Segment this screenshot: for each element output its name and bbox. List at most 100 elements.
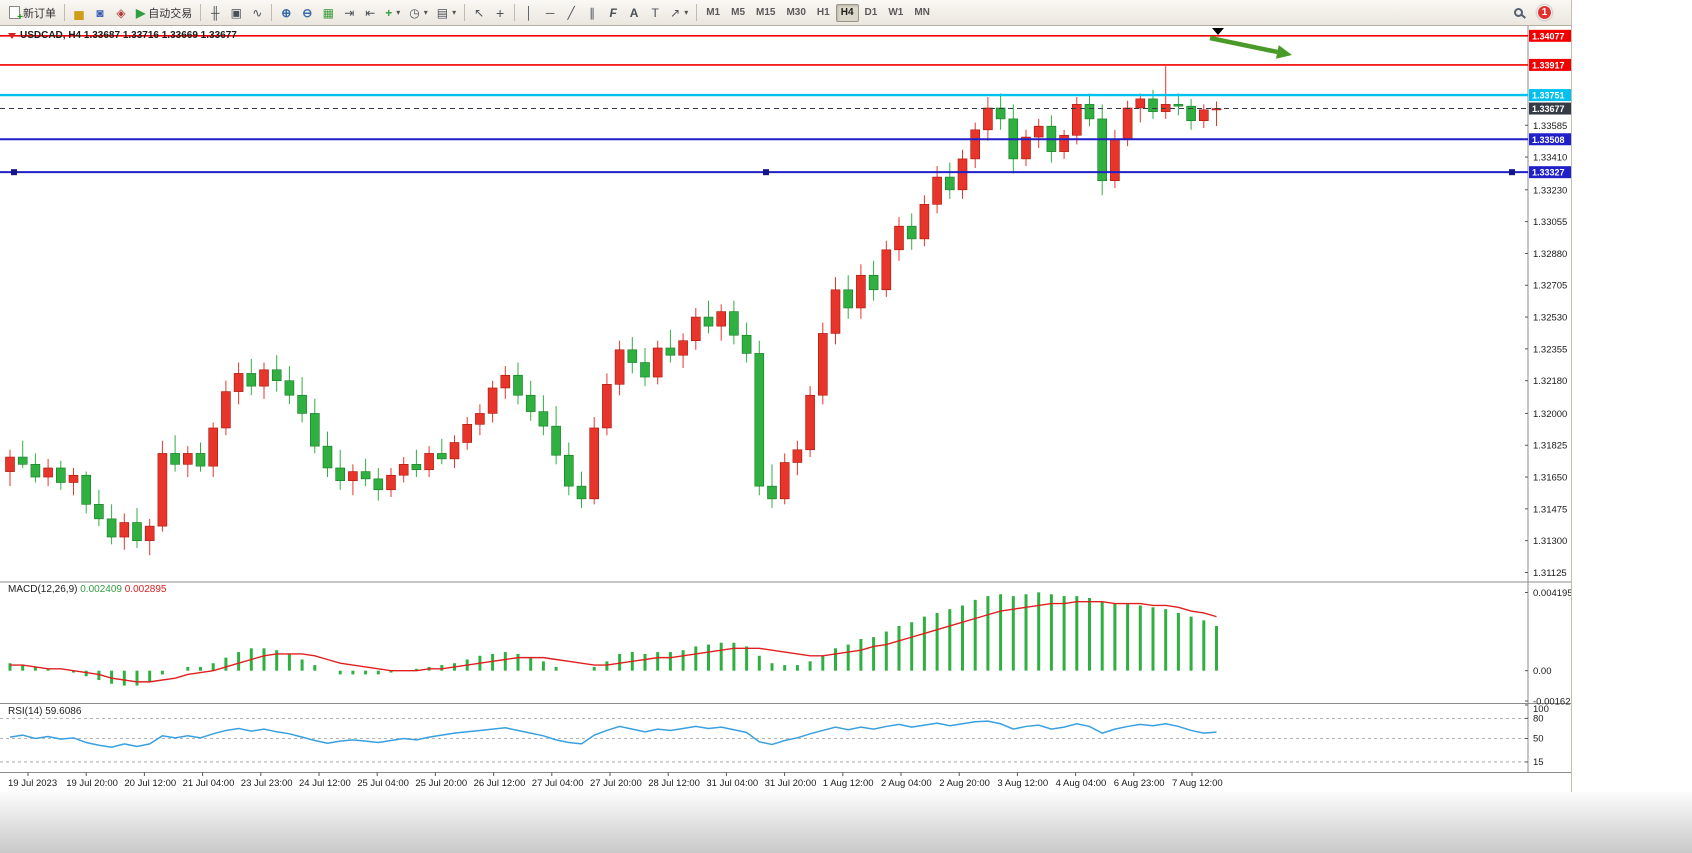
- price-axis-label: 1.32355: [1533, 344, 1567, 355]
- candlestick-chart-button[interactable]: ▣: [226, 3, 246, 23]
- candle-body: [1160, 104, 1171, 112]
- price-axis-label: 1.31300: [1533, 536, 1567, 547]
- line-handle[interactable]: [1509, 169, 1515, 176]
- autotrading-icon: ▶: [136, 5, 146, 20]
- label-button[interactable]: T: [645, 3, 665, 23]
- timeframe-mn-button[interactable]: MN: [909, 4, 935, 22]
- navigator-icon: ◈: [116, 5, 126, 20]
- rsi-axis-label: 15: [1533, 757, 1544, 768]
- dropdown-caret-icon: ▾: [423, 8, 428, 17]
- navigator-button[interactable]: ◈: [111, 3, 131, 23]
- timeframe-w1-button[interactable]: W1: [883, 4, 908, 22]
- fibonacci-button[interactable]: F: [603, 3, 623, 23]
- search-button[interactable]: [1508, 3, 1528, 23]
- candle-body: [1199, 109, 1209, 122]
- trendline-button[interactable]: ╱: [561, 3, 581, 23]
- cursor-button[interactable]: ↖: [469, 3, 489, 23]
- candle-body: [170, 453, 180, 465]
- channel-button[interactable]: ∥: [582, 3, 602, 23]
- time-axis-label: 3 Aug 12:00: [997, 778, 1048, 789]
- trend-arrow-shaft[interactable]: [1209, 35, 1278, 55]
- horizontal-line-button[interactable]: ─: [540, 3, 560, 23]
- timeframe-m5-button[interactable]: M5: [726, 4, 750, 22]
- periods-icon: ◷: [409, 5, 420, 20]
- line-handle[interactable]: [11, 169, 17, 176]
- vertical-line-button[interactable]: │: [519, 3, 539, 23]
- candle-body: [703, 316, 714, 327]
- tile-windows-icon: ▦: [322, 5, 334, 20]
- rsi-axis-label: 100: [1533, 704, 1549, 715]
- candle-body: [246, 373, 257, 387]
- tile-windows-button[interactable]: ▦: [318, 3, 338, 23]
- chart-canvas[interactable]: 1.34077 1.33917 1.33751 1.33677 1.33508 1.333…: [0, 26, 1572, 792]
- time-axis-label: 20 Jul 12:00: [124, 778, 176, 789]
- time-axis-label: 24 Jul 12:00: [299, 778, 351, 789]
- price-level-tag-text: 1.33751: [1532, 91, 1565, 101]
- time-axis-label: 6 Aug 23:00: [1114, 778, 1165, 789]
- rsi-axis-label: 50: [1533, 734, 1544, 745]
- timeframe-m30-button[interactable]: M30: [781, 4, 810, 22]
- candle-body: [983, 107, 993, 131]
- timeframe-h4-button[interactable]: H4: [835, 3, 859, 22]
- chart-shift-button[interactable]: ⇤: [360, 3, 380, 23]
- time-axis-label: 4 Aug 04:00: [1056, 778, 1107, 789]
- notification-badge[interactable]: 1: [1537, 5, 1552, 20]
- profiles-button[interactable]: ◙: [90, 3, 110, 23]
- line-handle[interactable]: [763, 169, 769, 176]
- candle-body: [81, 474, 91, 505]
- candle-body: [259, 369, 269, 387]
- candle-body: [1173, 104, 1184, 107]
- candle-body: [233, 373, 244, 392]
- zoom-out-button[interactable]: ⊖: [297, 3, 317, 23]
- price-level-tag: [1529, 166, 1571, 179]
- candle-body: [894, 225, 904, 251]
- price-level-tag: [1529, 89, 1571, 102]
- zoom-in-button[interactable]: ⊕: [276, 3, 296, 23]
- timeframe-m15-button[interactable]: M15: [751, 4, 780, 22]
- price-axis-label: 1.33230: [1533, 185, 1567, 196]
- timeframe-m1-button[interactable]: M1: [701, 4, 725, 22]
- candle-body: [538, 411, 549, 427]
- new-order-button[interactable]: 新订单: [5, 3, 60, 23]
- price-axis-label: 1.32705: [1533, 281, 1567, 292]
- time-axis-label: 26 Jul 12:00: [474, 778, 526, 789]
- trend-arrow-head[interactable]: [1275, 45, 1292, 59]
- candlestick-chart-icon: ▣: [230, 5, 242, 20]
- zoom-out-icon: ⊖: [302, 5, 313, 20]
- candle-body: [144, 525, 155, 541]
- arrows-button[interactable]: ↗ ▾: [666, 3, 692, 23]
- auto-scroll-button[interactable]: ⇥: [339, 3, 359, 23]
- timeframe-d1-button[interactable]: D1: [860, 4, 883, 22]
- new-chart-button[interactable]: ▅: [69, 3, 89, 23]
- price-axis-label: 1.32000: [1533, 409, 1567, 420]
- candle-body: [614, 349, 625, 385]
- line-chart-button[interactable]: ∿: [247, 3, 267, 23]
- crosshair-button[interactable]: +: [490, 3, 510, 23]
- candle-body: [932, 176, 942, 205]
- candle-body: [157, 453, 168, 527]
- candle-body: [767, 485, 777, 500]
- autotrading-button[interactable]: ▶ 自动交易: [132, 3, 196, 23]
- object-anchor-marker[interactable]: [1212, 28, 1224, 35]
- candle-body: [373, 478, 384, 491]
- candle-body: [424, 453, 434, 471]
- candle-body: [1084, 104, 1095, 120]
- text-button[interactable]: A: [624, 3, 644, 23]
- candle-body: [17, 456, 28, 465]
- templates-button[interactable]: ▤ ▾: [433, 3, 460, 23]
- time-axis-label: 2 Aug 04:00: [881, 778, 932, 789]
- search-icon: [1513, 8, 1523, 17]
- indicators-button[interactable]: + ▾: [381, 3, 404, 23]
- macd-axis-label: 0.004195: [1533, 588, 1572, 599]
- candle-body: [589, 427, 600, 500]
- timeframe-h1-button[interactable]: H1: [812, 4, 835, 22]
- price-level-tag-text: 1.34077: [1532, 31, 1565, 41]
- price-axis-label: 1.32180: [1533, 376, 1567, 387]
- vertical-line-icon: │: [525, 5, 533, 20]
- time-axis-label: 19 Jul 20:00: [66, 778, 118, 789]
- candle-body: [411, 464, 422, 471]
- bar-chart-button[interactable]: ╫: [205, 3, 225, 23]
- candle-body: [398, 464, 409, 476]
- price-level-tag: [1529, 29, 1571, 42]
- periods-button[interactable]: ◷ ▾: [405, 3, 432, 23]
